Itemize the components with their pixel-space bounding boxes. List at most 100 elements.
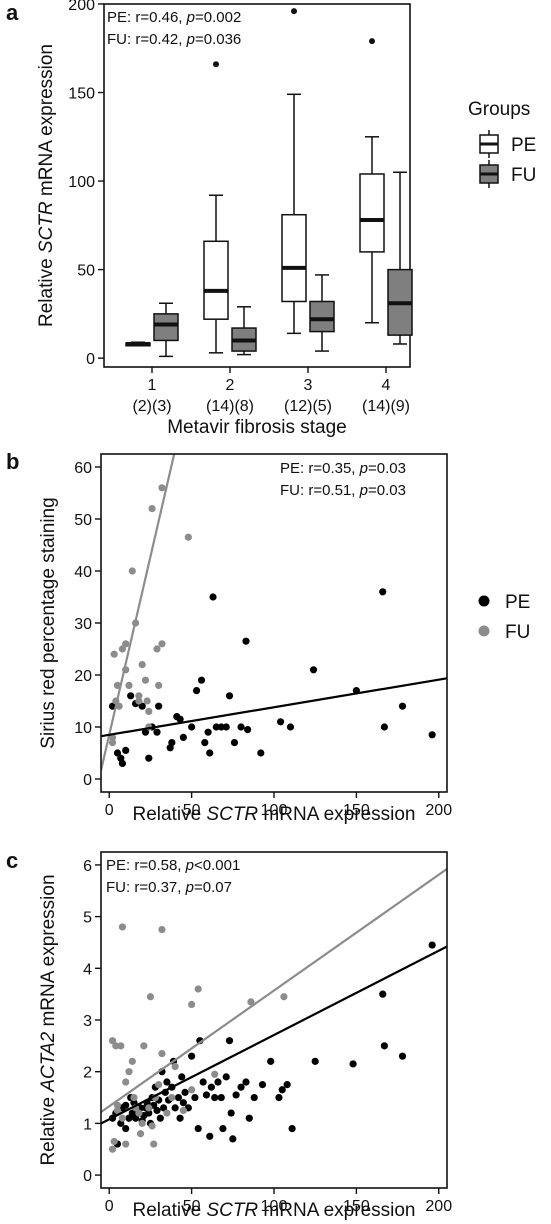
stat-annotation-b-fu-p-value: =0.03 xyxy=(368,482,406,499)
data-point-pe-43 xyxy=(194,1124,202,1133)
stat-annotation-c-pe-label: PE: r=0.58, xyxy=(106,857,186,874)
y-tick-label-a-1: 50 xyxy=(77,263,95,280)
stat-annotation-b-fu-p-letter: p xyxy=(359,482,368,499)
x-axis-title-b: Relative SCTR mRNA expression xyxy=(133,804,416,825)
legend-label: FU xyxy=(511,165,536,186)
x-tick-label-b-2: 100 xyxy=(261,802,288,819)
box-pe-stage-4 xyxy=(359,38,385,324)
data-point-fu-35 xyxy=(247,998,255,1006)
y-tick-label-c-2: 2 xyxy=(83,1065,92,1082)
data-point-pe-38 xyxy=(379,588,387,596)
data-point-pe-5 xyxy=(127,692,135,700)
plot-area-c xyxy=(101,868,447,1153)
x-axis-title-c: Relative SCTR mRNA expression xyxy=(133,1200,416,1221)
data-point-pe-55 xyxy=(227,1109,235,1117)
panel-a: a 0 50 100 150 200 1 (2)(3) 2 (14)(8) 3 (12)(5) 4 (14… xyxy=(6,0,536,438)
stat-annotation-b-fu-label: FU: r=0.51, xyxy=(280,482,360,499)
y-tick-label-c-4: 4 xyxy=(83,961,92,978)
data-point-fu-17 xyxy=(138,1119,146,1127)
data-point-fu-19 xyxy=(145,1104,153,1112)
x-tick-label-c-3: 150 xyxy=(343,1198,370,1215)
y-tick-label-b-0: 0 xyxy=(83,772,92,789)
plot-frame-c xyxy=(100,851,448,1189)
data-point-fu-24 xyxy=(155,1081,163,1089)
box-fu-stage-2 xyxy=(231,306,257,356)
x-tick-label-b-3: 150 xyxy=(343,802,370,819)
data-point-fu-18 xyxy=(140,1042,148,1050)
data-point-fu-7 xyxy=(122,640,130,648)
data-point-fu-15 xyxy=(141,676,150,684)
data-point-fu-15 xyxy=(135,1109,143,1117)
data-point-pe-11 xyxy=(153,728,161,736)
panel-b: b 0 10 20 30 40 50 60 0 50 100 150 200 Relative SCTR … xyxy=(6,449,530,825)
data-point-fu-33 xyxy=(194,985,202,993)
legend-label: PE xyxy=(511,135,536,156)
series-fu xyxy=(108,484,192,747)
x-tick-label-c-0: 0 xyxy=(105,1198,114,1215)
data-point-fu-9 xyxy=(122,1078,130,1086)
plot-frame-a xyxy=(103,3,411,368)
data-point-pe-69 xyxy=(349,1060,357,1068)
data-point-pe-62 xyxy=(258,1081,267,1089)
data-point-pe-42 xyxy=(191,1093,199,1102)
data-point-pe-36 xyxy=(176,1114,184,1122)
data-point-pe-26 xyxy=(217,723,225,731)
data-point-pe-36 xyxy=(309,666,318,674)
data-point-fu-6 xyxy=(118,645,127,653)
y-tick-label-b-2: 20 xyxy=(74,668,92,685)
data-point-pe-61 xyxy=(250,1093,258,1102)
data-point-pe-46 xyxy=(202,1091,211,1099)
data-point-fu-6 xyxy=(117,1042,125,1050)
x-tick-label-c-4: 200 xyxy=(425,1198,452,1215)
data-point-fu-23 xyxy=(158,640,166,648)
legend-item-b-fu: FU xyxy=(478,622,530,643)
legend-item-fu: FU xyxy=(479,160,536,188)
box-pe-stage-1 xyxy=(125,341,151,347)
x-axis-title-b-part-1: SCTR xyxy=(206,804,258,825)
data-point-pe-64 xyxy=(275,1093,283,1102)
data-point-fu-26 xyxy=(158,925,166,934)
data-point-pe-66 xyxy=(283,1081,291,1089)
box-fu-stage-4 xyxy=(387,171,413,345)
y-tick-label-a-0: 0 xyxy=(86,351,95,368)
x-axis-title-c-part-0: Relative xyxy=(133,1200,207,1221)
y-tick-label-c-5: 5 xyxy=(83,910,92,927)
data-point-pe-5 xyxy=(122,1101,130,1109)
data-point-pe-8 xyxy=(141,728,150,736)
data-point-pe-6 xyxy=(122,1124,130,1133)
y-axis-title-a-part-2: mRNA expression xyxy=(36,44,57,201)
stat-annotation-c-pe-p-letter: p xyxy=(185,857,194,874)
x-tick-label-b-1: 50 xyxy=(183,802,201,819)
data-point-fu-5 xyxy=(113,1106,122,1115)
x-axis-title-c-part-1: SCTR xyxy=(206,1200,258,1221)
stat-annotation-b-fu: FU: r=0.51, p=0.03 xyxy=(280,482,406,499)
y-axis-title-c-part-1: ACTA2 xyxy=(38,1031,59,1092)
data-point-pe-24 xyxy=(153,1106,161,1115)
data-point-fu-0 xyxy=(108,1037,117,1045)
data-point-pe-30 xyxy=(163,1078,171,1086)
data-point-fu-30 xyxy=(179,1106,187,1115)
y-tick-label-b-5: 50 xyxy=(74,512,92,529)
x-tick-label-b-4: 200 xyxy=(425,802,452,819)
stat-annotation-b-pe: PE: r=0.35, p=0.03 xyxy=(280,460,406,477)
data-point-pe-60 xyxy=(245,1114,253,1122)
data-point-pe-12 xyxy=(132,1114,140,1122)
panel-letter-a: a xyxy=(6,0,19,25)
y-axis-title-a: Relative SCTR mRNA expression xyxy=(36,44,57,327)
data-point-pe-40 xyxy=(398,702,407,710)
data-point-pe-32 xyxy=(244,726,252,734)
data-point-pe-27 xyxy=(222,723,230,731)
data-point-fu-20 xyxy=(153,645,161,653)
data-point-fu-3 xyxy=(112,1042,120,1050)
box-body xyxy=(359,173,385,253)
data-point-pe-58 xyxy=(237,1083,245,1091)
stat-annotation-c-fu-p-value: =0.07 xyxy=(194,879,232,896)
data-point-fu-20 xyxy=(146,993,155,1001)
data-point-pe-52 xyxy=(219,1124,227,1133)
x-axis-title-b-part-2: mRNA expression xyxy=(258,804,415,825)
data-point-pe-9 xyxy=(128,1109,136,1117)
legend-marker xyxy=(478,625,490,637)
stat-annotation-c-fu-p-letter: p xyxy=(185,879,194,896)
data-point-pe-19 xyxy=(192,687,201,695)
data-point-fu-16 xyxy=(143,697,151,705)
